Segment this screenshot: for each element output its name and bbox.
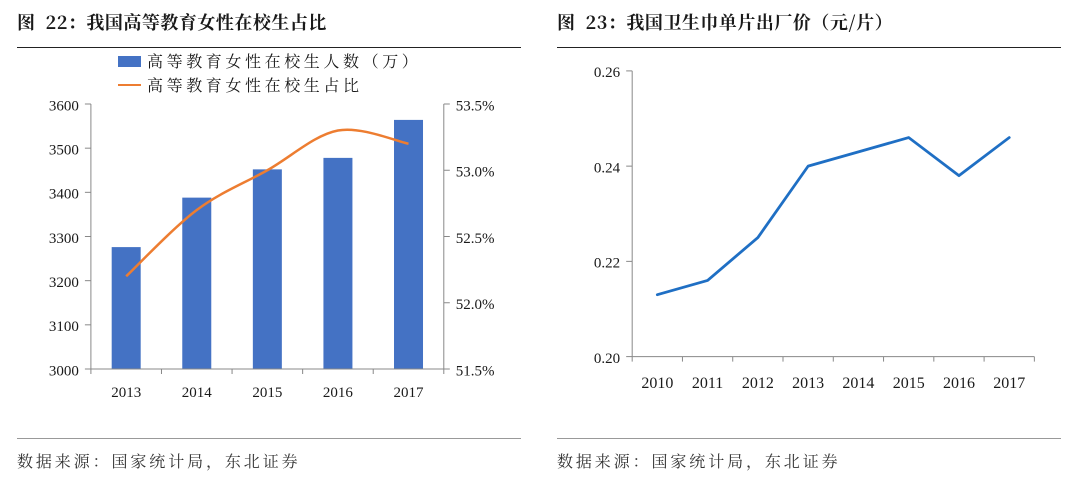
svg-text:2016: 2016 xyxy=(943,375,975,392)
svg-text:0.20: 0.20 xyxy=(594,351,620,367)
svg-text:51.5%: 51.5% xyxy=(456,363,495,379)
svg-text:0.22: 0.22 xyxy=(594,256,620,272)
svg-text:2017: 2017 xyxy=(993,375,1025,392)
svg-text:2010: 2010 xyxy=(641,375,673,392)
svg-text:2016: 2016 xyxy=(323,385,354,401)
svg-text:3100: 3100 xyxy=(49,319,79,335)
svg-text:2015: 2015 xyxy=(893,375,925,392)
svg-text:2011: 2011 xyxy=(692,375,723,392)
svg-text:2014: 2014 xyxy=(182,385,213,401)
svg-text:0.24: 0.24 xyxy=(594,160,621,176)
svg-text:52.5%: 52.5% xyxy=(456,231,495,247)
svg-text:3500: 3500 xyxy=(49,142,79,158)
svg-text:2014: 2014 xyxy=(842,375,874,392)
svg-text:52.0%: 52.0% xyxy=(456,297,495,313)
svg-text:53.0%: 53.0% xyxy=(456,165,495,181)
svg-text:0.26: 0.26 xyxy=(594,65,621,81)
svg-text:2012: 2012 xyxy=(742,375,774,392)
svg-text:2013: 2013 xyxy=(792,375,824,392)
svg-text:53.5%: 53.5% xyxy=(456,98,495,114)
svg-text:3600: 3600 xyxy=(49,98,79,114)
svg-text:3400: 3400 xyxy=(49,187,79,203)
svg-text:2015: 2015 xyxy=(252,385,282,401)
svg-text:3200: 3200 xyxy=(49,275,79,291)
svg-text:2017: 2017 xyxy=(394,385,425,401)
svg-text:2013: 2013 xyxy=(111,385,141,401)
svg-text:3000: 3000 xyxy=(49,363,79,379)
svg-text:3300: 3300 xyxy=(49,231,79,247)
